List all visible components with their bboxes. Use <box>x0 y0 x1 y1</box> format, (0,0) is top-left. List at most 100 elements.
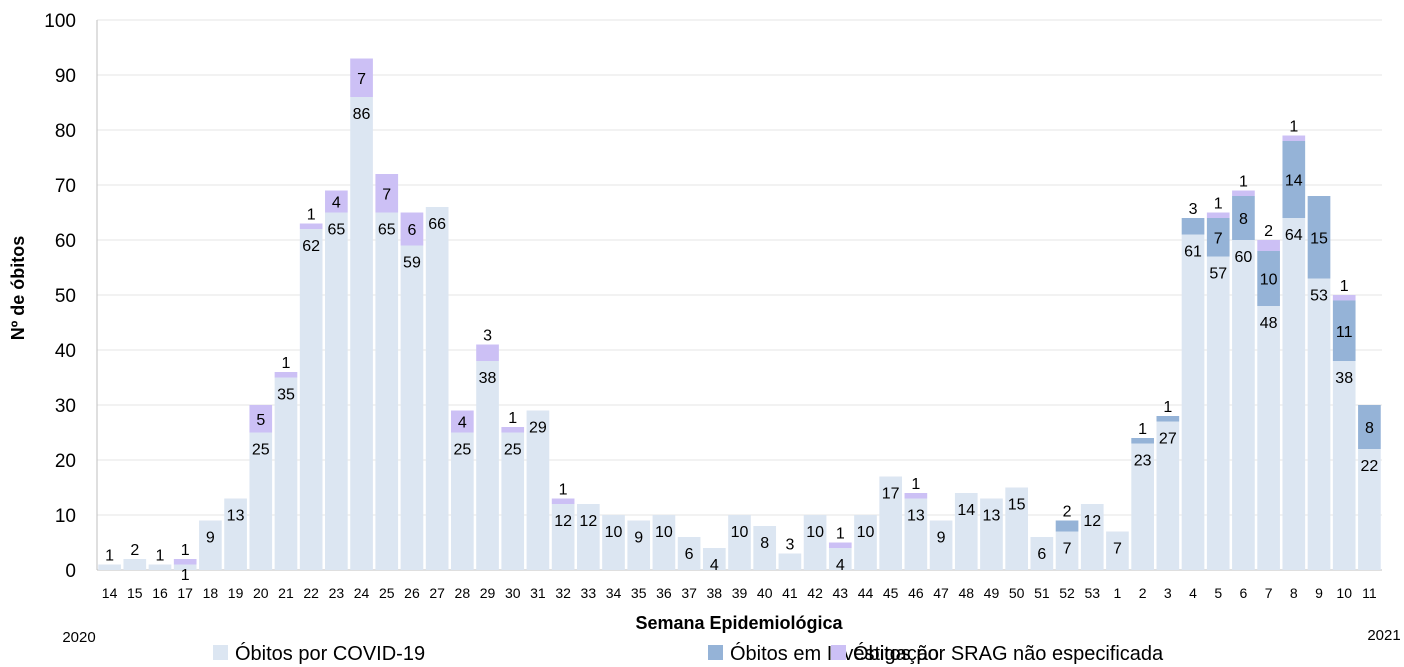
data-label: 9 <box>937 530 946 547</box>
bar-segment <box>1307 278 1331 570</box>
data-label: 61 <box>1184 244 1202 261</box>
bar-segment <box>400 212 424 246</box>
data-label: 23 <box>1134 453 1152 470</box>
bar-segment <box>879 476 903 570</box>
x-tick-label: 7 <box>1265 585 1273 601</box>
data-label: 10 <box>806 524 824 541</box>
data-label: 1 <box>181 567 190 584</box>
legend-swatch <box>708 645 723 660</box>
data-label: 22 <box>1361 458 1379 475</box>
x-tick-label: 19 <box>228 585 244 601</box>
data-label: 7 <box>382 186 391 203</box>
x-tick-label: 1 <box>1114 585 1122 601</box>
data-label: 25 <box>252 442 270 459</box>
data-label: 1 <box>559 482 568 499</box>
bar-segment <box>904 498 928 570</box>
data-label: 38 <box>1335 370 1353 387</box>
x-tick-label: 53 <box>1084 585 1100 601</box>
x-tick-label: 23 <box>329 585 345 601</box>
data-label: 1 <box>282 355 291 372</box>
bar-segment <box>526 410 550 570</box>
data-label: 1 <box>1138 421 1147 438</box>
data-label: 2 <box>1264 223 1273 240</box>
bar-segment <box>1181 234 1205 570</box>
bar-segment <box>1055 531 1079 570</box>
data-label: 48 <box>1260 315 1278 332</box>
bar-segment <box>249 432 273 570</box>
x-tick-label: 47 <box>933 585 949 601</box>
x-tick-label: 42 <box>807 585 823 601</box>
bar-segment <box>123 559 147 570</box>
x-tick-label: 16 <box>152 585 168 601</box>
x-tick-label: 43 <box>832 585 848 601</box>
bar-segment <box>929 520 953 570</box>
y-tick-label: 90 <box>55 66 76 87</box>
data-label: 11 <box>1336 324 1353 341</box>
x-tick-label: 44 <box>858 585 874 601</box>
data-label: 12 <box>554 513 572 530</box>
data-label: 65 <box>378 222 396 239</box>
bar-segment <box>425 207 449 570</box>
bar-segment <box>1282 141 1306 218</box>
x-tick-label: 50 <box>1009 585 1025 601</box>
data-label: 2 <box>130 542 139 559</box>
bar-segment <box>954 493 978 570</box>
data-label: 59 <box>403 255 421 272</box>
x-tick-label: 27 <box>429 585 445 601</box>
data-label: 3 <box>785 537 794 554</box>
bar-segment <box>173 564 197 570</box>
y-tick-label: 20 <box>55 451 76 472</box>
y-tick-label: 100 <box>44 11 76 32</box>
data-label: 8 <box>1239 211 1248 228</box>
data-label: 1 <box>156 548 165 565</box>
x-tick-label: 20 <box>253 585 269 601</box>
x-tick-label: 3 <box>1164 585 1172 601</box>
bar-segment <box>400 245 424 570</box>
bar-segment <box>1232 240 1255 570</box>
legend-swatch <box>831 645 846 660</box>
bar-segment <box>199 520 222 570</box>
data-label: 1 <box>105 548 114 565</box>
bar-segment <box>854 515 877 570</box>
y-tick-label: 0 <box>65 561 76 582</box>
x-tick-label: 17 <box>177 585 193 601</box>
y-tick-label: 30 <box>55 396 76 417</box>
y-tick-label: 80 <box>55 121 76 142</box>
data-label: 25 <box>504 442 522 459</box>
bar-segment <box>1257 251 1280 306</box>
data-label: 86 <box>353 106 371 123</box>
legend-swatch <box>213 645 228 660</box>
legend-label: Óbitos por SRAG não especificada <box>853 642 1164 665</box>
bar-segment <box>1232 190 1255 196</box>
year-end-label: 2021 <box>1367 627 1400 644</box>
data-label: 3 <box>1189 201 1198 218</box>
bar-segment <box>1206 256 1230 570</box>
data-label: 1 <box>1239 174 1248 191</box>
x-tick-label: 21 <box>278 585 294 601</box>
year-start-label: 2020 <box>62 629 95 646</box>
bar-segment <box>753 526 777 570</box>
x-tick-label: 26 <box>404 585 420 601</box>
bar-segment <box>1055 520 1079 532</box>
x-tick-label: 8 <box>1290 585 1298 601</box>
x-tick-label: 51 <box>1034 585 1050 601</box>
bar-segment <box>551 498 575 504</box>
bar-segment <box>1131 438 1154 444</box>
data-label: 9 <box>206 530 215 547</box>
bar-segment <box>904 493 928 499</box>
bar-segment <box>501 427 525 433</box>
bar-segment <box>1257 306 1280 570</box>
bar-segment <box>1206 218 1230 257</box>
data-label: 4 <box>458 415 467 432</box>
y-tick-label: 60 <box>55 231 76 252</box>
bar-segment <box>1080 504 1104 570</box>
legend-label: Óbitos por COVID-19 <box>235 642 425 665</box>
data-label: 29 <box>529 420 547 437</box>
bar-segment <box>980 498 1003 570</box>
data-label: 15 <box>1008 497 1026 514</box>
y-tick-label: 10 <box>55 506 76 527</box>
bar-segment <box>325 190 348 213</box>
data-label: 7 <box>1113 541 1122 558</box>
x-tick-label: 33 <box>581 585 597 601</box>
